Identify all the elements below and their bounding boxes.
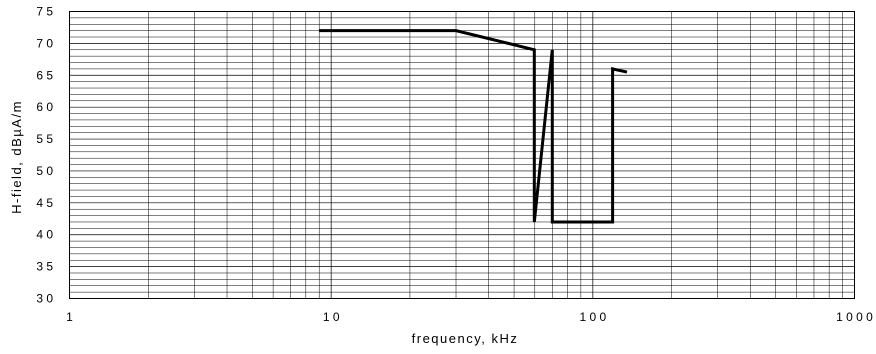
x-axis-label: frequency, kHz [412, 331, 519, 346]
x-tick-label: 1 [66, 310, 73, 324]
y-tick-label: 4 5 [36, 196, 53, 210]
plot-frame [69, 11, 855, 299]
y-tick-label: 7 5 [36, 5, 53, 19]
y-tick-label: 6 0 [36, 100, 53, 114]
y-tick-label: 6 5 [36, 68, 53, 82]
x-tick-label: 1 0 [323, 310, 340, 324]
y-tick-label: 5 5 [36, 132, 53, 146]
y-tick-label: 7 0 [36, 36, 53, 50]
y-tick-label: 3 5 [36, 260, 53, 274]
y-tick-label: 5 0 [36, 164, 53, 178]
chart-tick-labels: 3 0 3 5 4 0 4 5 5 0 5 5 6 0 6 5 7 0 7 5 1 1 0 1 0 0 1… [36, 5, 873, 325]
y-axis-label: H-field, dBµA/m [9, 100, 24, 214]
x-tick-label: 1 0 0 [579, 310, 606, 324]
y-tick-label: 3 0 [36, 292, 53, 306]
chart-grid [69, 11, 855, 299]
series-line [319, 29, 628, 224]
chart-series [319, 29, 628, 224]
x-tick-label: 1 0 0 0 [836, 310, 873, 324]
y-tick-label: 4 0 [36, 228, 53, 242]
